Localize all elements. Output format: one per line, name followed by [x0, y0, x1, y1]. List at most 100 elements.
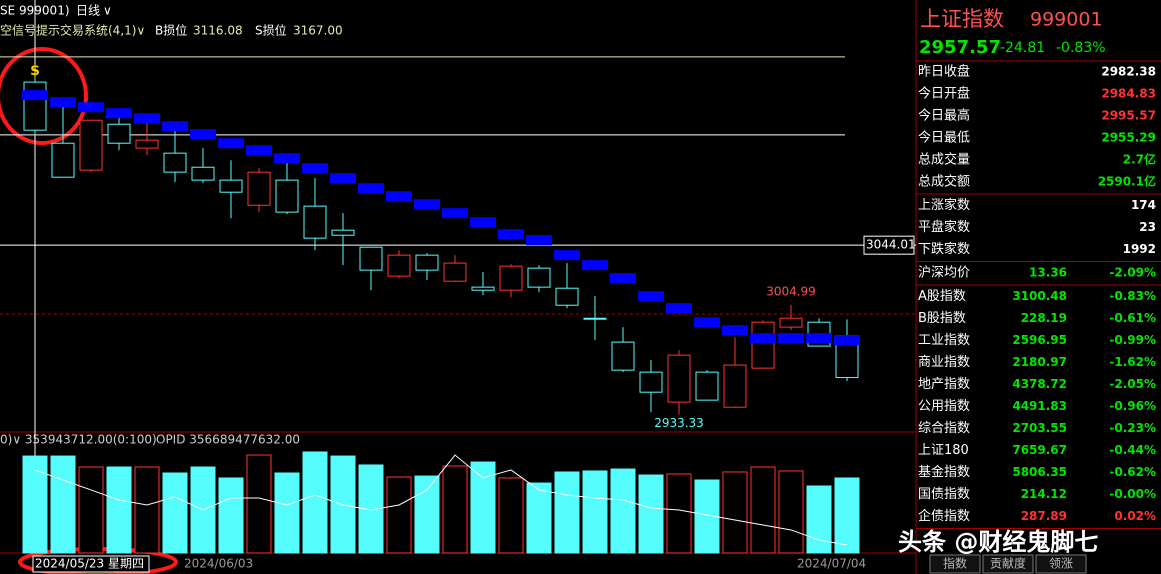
row-label: 上证180 — [918, 443, 969, 458]
candle-body — [247, 171, 271, 206]
high-label: 3004.99 — [766, 284, 816, 298]
candle-body — [275, 179, 299, 213]
volume-bar — [386, 476, 412, 554]
row-value: 5806.35 — [1012, 465, 1067, 479]
candle-body — [779, 317, 803, 328]
row-change: -1.62% — [1109, 355, 1156, 369]
candle-body — [219, 179, 243, 193]
crosshair-box — [863, 235, 915, 255]
row-value: 2590.1亿 — [1098, 174, 1156, 189]
row-label: 沪深均价 — [918, 265, 970, 281]
signal-mark — [358, 183, 384, 194]
volume-bar — [246, 454, 272, 554]
period: 日线 — [76, 4, 100, 18]
candle-body — [163, 152, 187, 173]
row-change: -0.00% — [1109, 487, 1156, 501]
tab[interactable] — [982, 554, 1034, 574]
volume-header: 0)∨ 353943712.00(0:100) — [0, 433, 157, 447]
candle-body — [695, 371, 719, 401]
quote-name: 上证指数 — [920, 7, 1004, 31]
watermark: 头条 @财经鬼脚七 — [898, 528, 1098, 556]
candle-body — [527, 267, 551, 288]
dropdown[interactable]: ∨ — [103, 4, 112, 18]
volume-bar — [302, 451, 328, 554]
signal-mark — [274, 153, 300, 164]
row-value: 13.36 — [1029, 266, 1067, 280]
row-value: 23 — [1139, 220, 1156, 234]
stop-name: S损位 — [255, 23, 287, 38]
signal-symbol: $ — [30, 63, 40, 79]
row-label: 商业指数 — [918, 355, 970, 370]
row-value: 2955.29 — [1101, 131, 1156, 145]
signal-mark — [470, 217, 496, 228]
candle-body — [443, 262, 467, 282]
signal-mark — [162, 121, 188, 132]
row-change: 0.02% — [1114, 509, 1156, 523]
signal-mark — [610, 273, 636, 284]
signal-mark — [22, 90, 48, 101]
row-value: 4491.83 — [1012, 399, 1067, 413]
x-label: 2024/07/04 — [797, 557, 866, 571]
tab[interactable] — [1035, 554, 1087, 574]
signal-mark — [78, 102, 104, 113]
volume-bar — [22, 455, 48, 554]
signal-mark — [246, 145, 272, 156]
row-change: -0.62% — [1109, 465, 1156, 479]
row-label: 上涨家数 — [918, 197, 970, 213]
volume-bar — [834, 477, 860, 554]
row-change: -2.05% — [1109, 377, 1156, 391]
row-value: 2995.57 — [1101, 109, 1156, 123]
signal-mark — [666, 303, 692, 314]
opid: OPID 356689477632.00 — [156, 433, 300, 447]
volume-bar — [470, 461, 496, 554]
candle-body — [639, 371, 663, 393]
candle-body — [723, 364, 747, 408]
signal-mark — [50, 97, 76, 108]
stop-name: B损位 — [155, 23, 187, 38]
volume-bar — [162, 472, 188, 554]
row-value: 287.89 — [1021, 509, 1067, 523]
annotation-circle — [0, 47, 88, 145]
row-value: 2.7亿 — [1123, 152, 1156, 167]
tab-label[interactable]: 领涨 — [1049, 556, 1073, 571]
signal-mark — [134, 113, 160, 124]
signal-mark — [834, 335, 860, 346]
stop-value: 3116.08 — [193, 24, 243, 38]
volume-bar — [134, 466, 160, 554]
x-label: 2024/06/03 — [184, 557, 253, 571]
row-value: 2180.97 — [1012, 355, 1067, 369]
candle-body — [555, 287, 579, 306]
row-label: 总成交量 — [918, 152, 970, 168]
tab-label[interactable]: 贡献度 — [990, 556, 1026, 571]
row-change: -0.61% — [1109, 311, 1156, 325]
volume-bar — [106, 466, 132, 554]
row-value: 7659.67 — [1012, 443, 1067, 457]
candle-body — [471, 286, 495, 291]
row-change: -0.96% — [1109, 399, 1156, 413]
volume-bar — [666, 473, 692, 554]
signal-mark — [638, 291, 664, 302]
row-label: 昨日收盘 — [918, 64, 970, 80]
volume-bar — [274, 472, 300, 554]
tab[interactable] — [929, 554, 981, 574]
quote-change-pct: -0.83% — [1056, 40, 1106, 56]
row-label: 今日最高 — [918, 108, 970, 124]
volume-bar — [526, 482, 552, 554]
row-label: 今日开盘 — [918, 86, 970, 102]
low-label: 2933.33 — [654, 416, 704, 430]
volume-bar — [442, 465, 468, 554]
candle-body — [611, 341, 635, 371]
row-value: 4378.72 — [1012, 377, 1067, 391]
row-change: -0.83% — [1109, 289, 1156, 303]
candle-body — [387, 254, 411, 277]
volume-bar — [638, 474, 664, 554]
volume-bar — [358, 464, 384, 554]
volume-bar — [806, 485, 832, 554]
row-value: 214.12 — [1021, 487, 1067, 501]
signal-mark — [218, 138, 244, 149]
volume-bar — [498, 477, 524, 554]
signal-mark — [302, 163, 328, 174]
candle-body — [667, 354, 691, 403]
tab-label[interactable]: 指数 — [943, 556, 967, 571]
